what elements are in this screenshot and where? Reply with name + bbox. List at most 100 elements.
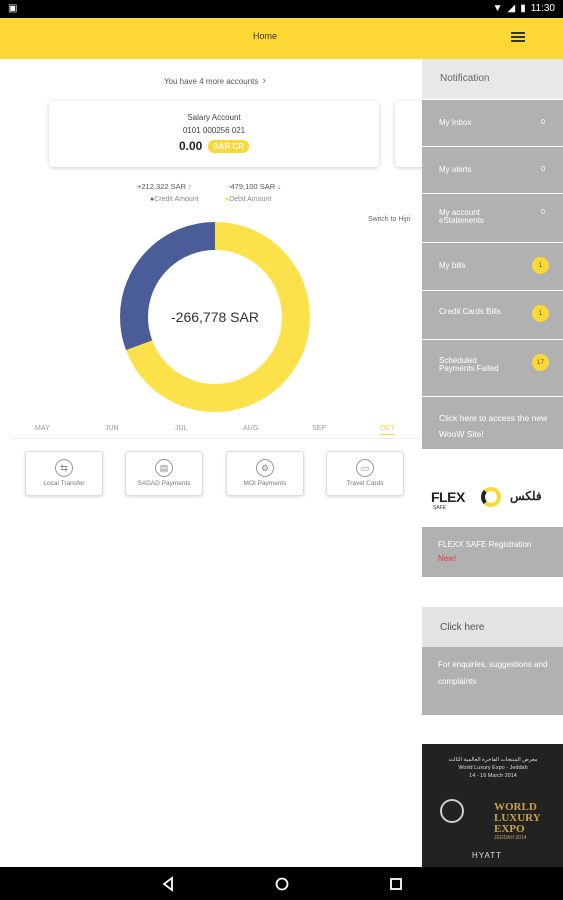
hotel-text: HYATT — [472, 851, 503, 860]
menu-icon[interactable] — [511, 32, 525, 44]
sidebar-item-scheduled[interactable]: Scheduled Payments Failed 17 — [422, 340, 563, 396]
sidebar-item-inbox[interactable]: My Inbox 0 — [422, 100, 563, 146]
month-aug[interactable]: AUG — [243, 425, 259, 432]
expo-line-2: World Luxury Expo - Jeddah — [458, 765, 528, 771]
debit-legend-label: Debit Amount — [229, 196, 272, 203]
donut-svg: -266,778 SAR — [120, 222, 310, 412]
sidebar-item-credit-cards[interactable]: Credit Cards Bills 1 — [422, 291, 563, 339]
expo-banner[interactable]: معرض المنتجات الفاخرة العالمية الثالث Wo… — [422, 744, 563, 867]
count-text: 0 — [541, 209, 545, 216]
switch-calendar-link[interactable]: Switch to Hijri — [368, 216, 411, 223]
credit-legend: ●Credit Amount — [150, 196, 199, 203]
month-selector: MAY JUN JUL AUG SEP OCT — [10, 425, 422, 439]
count-badge: 1 — [532, 257, 549, 274]
sadad-payments-label: SADAD Payments — [137, 480, 191, 487]
notification-sidebar: Notification My Inbox 0 My alerts 0 My a… — [422, 59, 563, 867]
arrow-up-icon: ↑ — [188, 182, 192, 191]
count-badge: 1 — [532, 305, 549, 322]
moi-payments-label: MOI Payments — [243, 480, 287, 487]
signal-icon: ◢ — [507, 3, 516, 14]
debit-legend: ●Debit Amount — [225, 196, 271, 203]
month-oct[interactable]: OCT — [380, 425, 395, 435]
debit-summary: -479,100 SAR ↓ — [228, 182, 281, 191]
more-accounts-label: You have 4 more accounts — [163, 77, 259, 86]
expo-logo-text: WORLD LUXURY EXPO — [494, 801, 541, 835]
sidebar-item-bills[interactable]: My bills 1 — [422, 243, 563, 290]
debit-dot-icon: ● — [225, 196, 230, 203]
credit-value: +212,322 SAR — [137, 182, 186, 191]
month-sep[interactable]: SEP — [312, 425, 327, 432]
emblem-logo-icon — [440, 799, 464, 823]
sidebar-item-label: Credit Cards Bills — [439, 307, 501, 316]
promo-brand: FLEX — [431, 489, 465, 505]
main-content: You have 4 more accounts › Salary Account… — [0, 59, 422, 867]
nav-bar — [0, 867, 563, 900]
new-badge: New! — [438, 554, 457, 563]
expo-line-1: معرض المنتجات الفاخرة العالمية الثالث — [448, 757, 538, 763]
sidebar-item-label: Scheduled Payments Failed — [439, 356, 499, 373]
debit-value: -479,100 SAR — [228, 182, 276, 191]
sidebar-item-woow-site[interactable]: Click here to access the new WooW Site! — [422, 397, 563, 449]
account-balance: 0.00 — [178, 139, 203, 153]
sidebar-header: Notification — [422, 59, 563, 99]
account-card[interactable]: Salary Account 0101 000256 021 0.00 SAR … — [49, 101, 379, 167]
divider — [10, 438, 422, 439]
count-text: 0 — [541, 166, 545, 173]
account-number: 0101 000256 021 — [182, 126, 246, 135]
month-may[interactable]: MAY — [35, 425, 50, 432]
month-jun[interactable]: JUN — [105, 425, 119, 432]
local-transfer-label: Local Transfer — [43, 480, 85, 487]
account-name: Salary Account — [187, 113, 241, 122]
credit-dot-icon: ● — [150, 196, 155, 203]
month-jul[interactable]: JUL — [175, 425, 188, 432]
sidebar-item-label: My Inbox — [439, 118, 472, 127]
sidebar-item-label: Click here to access the new WooW Site! — [439, 413, 548, 439]
wifi-icon: ▼ — [492, 3, 503, 14]
local-transfer-button[interactable]: ⇆ Local Transfer — [25, 451, 103, 496]
page-title: Home — [252, 31, 277, 41]
currency-badge: SAR CR — [208, 139, 250, 153]
enquiries-text: For enquiries, suggestions and complaint… — [422, 647, 563, 715]
arrow-down-icon: ↓ — [277, 182, 281, 191]
transfer-icon: ⇆ — [55, 459, 73, 477]
click-here-button[interactable]: Click here — [422, 607, 563, 647]
registration-label: FLEXX SAFE Registration — [438, 540, 532, 549]
expo-text: معرض المنتجات الفاخرة العالمية الثالث Wo… — [428, 756, 558, 780]
recents-icon[interactable] — [388, 876, 404, 892]
status-bar: ▣ ▼ ◢ ▮ 11:30 — [0, 0, 563, 18]
sadad-payments-button[interactable]: ▤ SADAD Payments — [125, 451, 203, 496]
expo-line-3: 14 - 16 March 2014 — [469, 773, 517, 779]
card-icon: ▭ — [356, 459, 374, 477]
sidebar-item-alerts[interactable]: My alerts 0 — [422, 147, 563, 193]
sidebar-item-label: My alerts — [439, 165, 472, 174]
donut-slice-credit — [120, 222, 310, 412]
app-bar: Home — [0, 18, 563, 59]
moi-payments-button[interactable]: ⚙ MOI Payments — [226, 451, 304, 496]
credit-legend-label: Credit Amount — [154, 196, 199, 203]
notification-icon: ▣ — [8, 3, 18, 14]
travel-cards-button[interactable]: ▭ Travel Cards — [326, 451, 404, 496]
battery-icon: ▮ — [520, 3, 526, 14]
count-text: 0 — [541, 119, 545, 126]
promo-sub: SAFE — [433, 505, 447, 511]
back-icon[interactable] — [160, 876, 176, 892]
expo-logo-sub: JEDDAH 2014 — [494, 835, 527, 841]
receipt-icon: ▤ — [155, 459, 173, 477]
count-badge: 17 — [532, 354, 549, 371]
sidebar-item-estatements[interactable]: My account eStatements 0 — [422, 194, 563, 242]
chevron-right-icon: › — [262, 75, 267, 87]
next-account-card[interactable] — [395, 101, 422, 167]
home-icon[interactable] — [274, 876, 290, 892]
donut-chart: -266,778 SAR — [110, 212, 320, 422]
flexx-promo[interactable]: FLEX SAFE فلكس — [422, 449, 563, 527]
emblem-icon: ⚙ — [256, 459, 274, 477]
more-accounts-link[interactable]: You have 4 more accounts › — [0, 75, 422, 87]
flexx-registration-button[interactable]: FLEXX SAFE Registration New! — [422, 527, 563, 577]
sidebar-item-label: My bills — [439, 261, 466, 270]
promo-arabic: فلكس — [510, 489, 542, 503]
travel-cards-label: Travel Cards — [346, 480, 384, 487]
status-time: 11:30 — [530, 3, 555, 14]
chart-center-label: -266,778 SAR — [171, 309, 259, 325]
flexx-logo-icon — [481, 487, 501, 507]
